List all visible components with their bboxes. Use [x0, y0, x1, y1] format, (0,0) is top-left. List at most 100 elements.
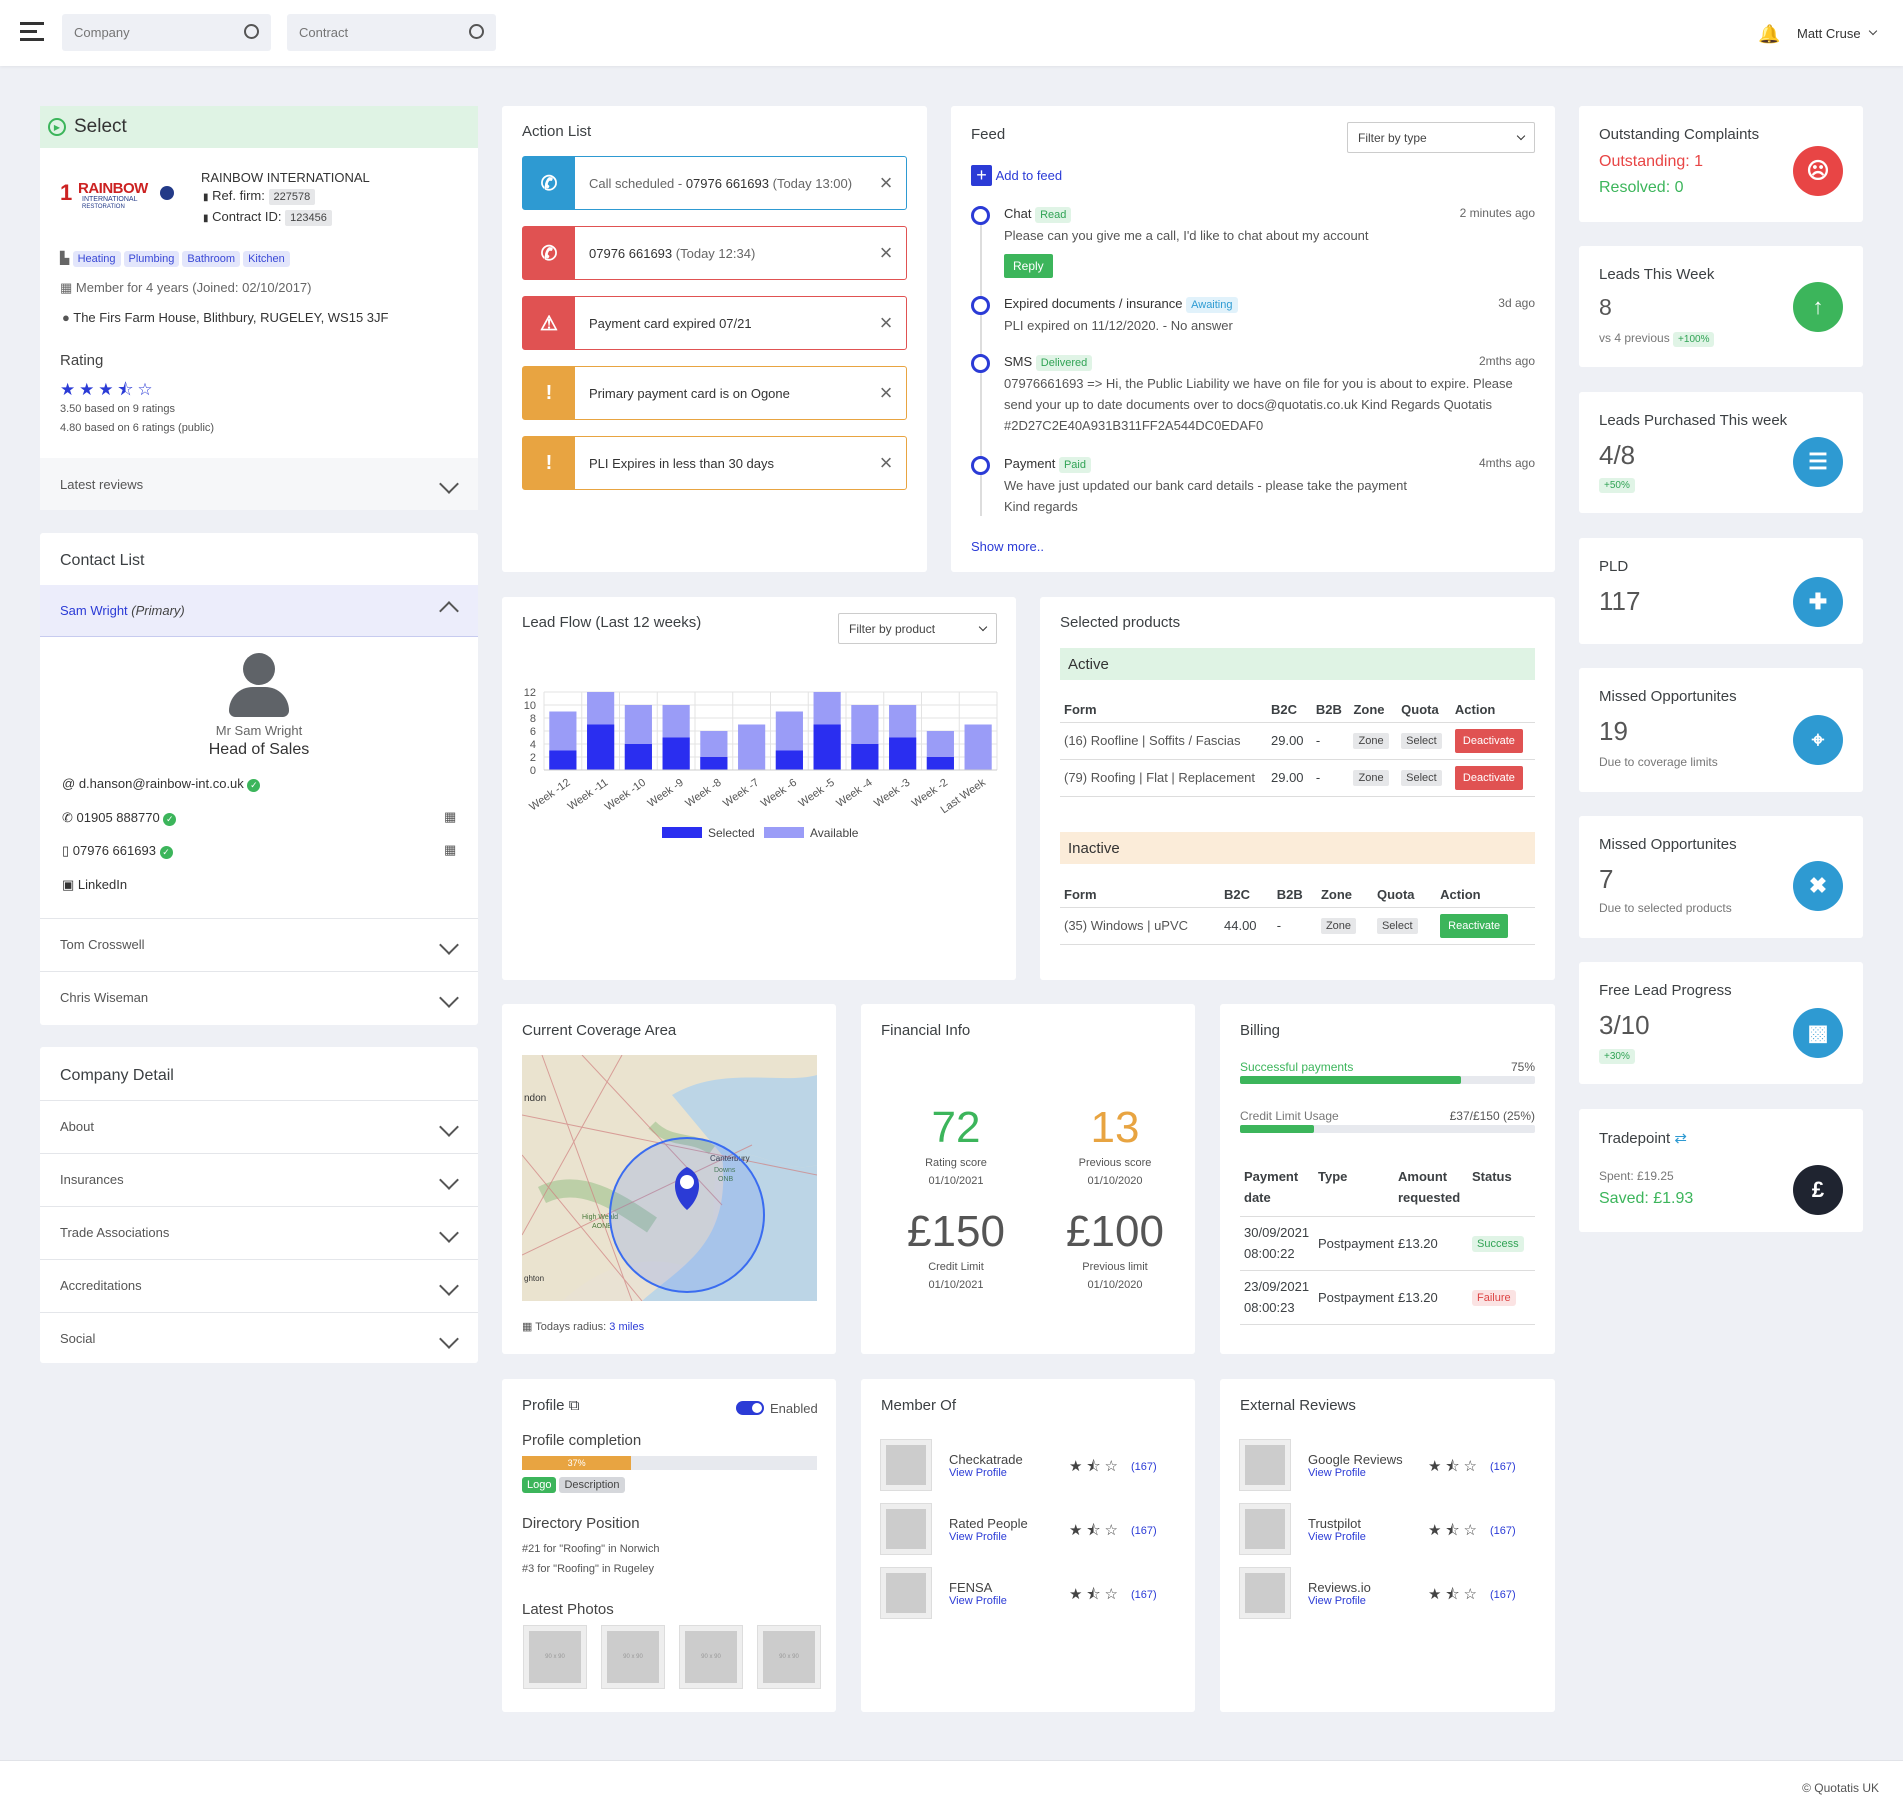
stat-sub-text: vs 4 previous	[1599, 331, 1670, 345]
review-count[interactable]: (167)	[1131, 1589, 1157, 1601]
photo-thumbnail[interactable]: 90 x 90	[757, 1625, 821, 1689]
bar-available	[738, 724, 766, 770]
radius-label: Todays radius:	[535, 1321, 607, 1333]
chevron-down-icon[interactable]	[439, 1328, 459, 1349]
detail-toggle[interactable]: Social	[40, 1312, 478, 1364]
chevron-down-icon[interactable]	[439, 934, 459, 955]
feed-filter-select[interactable]: Filter by type	[1347, 122, 1535, 153]
linkedin-link[interactable]: LinkedIn	[77, 877, 128, 892]
x-tick-label: Week -11	[566, 777, 611, 813]
x-tick-label: Week -7	[721, 777, 761, 810]
trade-tag: Heating	[72, 251, 121, 267]
action-item[interactable]: ⚠ Payment card expired 07/21 ×	[522, 296, 907, 350]
chevron-down-icon[interactable]	[439, 1116, 459, 1137]
latest-reviews-toggle[interactable]: Latest reviews	[40, 458, 478, 510]
external-link-icon[interactable]: ⧉	[568, 1397, 580, 1414]
product-filter-select[interactable]: Filter by product	[838, 613, 997, 644]
phone2-text[interactable]: 07976 661693	[72, 843, 156, 858]
chevron-down-icon[interactable]	[439, 987, 459, 1008]
action-item[interactable]: ✆ 07976 661693 (Today 12:34) ×	[522, 226, 907, 280]
search-icon[interactable]	[244, 24, 259, 39]
chevron-down-icon[interactable]	[439, 1169, 459, 1190]
contact-toggle[interactable]: Tom Crosswell	[40, 918, 478, 970]
bar-selected	[549, 750, 577, 770]
email-text[interactable]: d.hanson@rainbow-int.co.uk	[78, 776, 244, 791]
chevron-down-icon[interactable]	[439, 1275, 459, 1296]
review-count[interactable]: (167)	[1131, 1461, 1157, 1473]
enabled-toggle[interactable]	[736, 1401, 764, 1415]
zone-button[interactable]: Zone	[1353, 770, 1389, 786]
cell: 30/09/2021 08:00:22	[1244, 1225, 1310, 1261]
quota-select-button[interactable]: Select	[1401, 733, 1442, 749]
review-count[interactable]: (167)	[1490, 1461, 1516, 1473]
phone-icon: ✆	[523, 157, 575, 209]
detail-toggle[interactable]: Insurances	[40, 1153, 478, 1205]
close-icon[interactable]: ×	[879, 240, 893, 265]
search-icon[interactable]	[469, 24, 484, 39]
add-to-feed[interactable]: + Add to feed	[971, 165, 1062, 186]
detail-toggle[interactable]: Trade Associations	[40, 1206, 478, 1258]
radius-value[interactable]: 3 miles	[609, 1321, 645, 1333]
view-profile-link[interactable]: View Profile	[949, 1531, 1007, 1543]
photo-thumbnail[interactable]: 90 x 90	[601, 1625, 665, 1689]
contact-phone1: ✆ 01905 888770 ✓	[62, 810, 177, 826]
coverage-map[interactable]: ndon Canterbury Downs ONB High Weald AON…	[522, 1055, 817, 1301]
missed-call-icon: ✆	[523, 227, 575, 279]
close-icon[interactable]: ×	[879, 310, 893, 335]
view-profile-link[interactable]: View Profile	[1308, 1595, 1366, 1607]
view-profile-link[interactable]: View Profile	[949, 1595, 1007, 1607]
phone1-text[interactable]: 01905 888770	[76, 810, 160, 825]
calendar-icon[interactable]: ▦	[444, 842, 457, 857]
zone-button[interactable]: Zone	[1353, 733, 1389, 749]
star-empty-icon: ☆	[1463, 1586, 1477, 1603]
reactivate-button[interactable]: Reactivate	[1440, 913, 1509, 938]
star-full-icon: ★	[1069, 1586, 1083, 1603]
previous-score: 13 Previous score 01/10/2020	[1060, 1103, 1170, 1187]
stat-tag: +50%	[1599, 478, 1635, 493]
show-more-link[interactable]: Show more..	[971, 539, 1044, 554]
reply-button[interactable]: Reply	[1004, 254, 1053, 278]
address-text: The Firs Farm House, Blithbury, RUGELEY,…	[73, 310, 389, 325]
photo-thumbnail[interactable]: 90 x 90	[523, 1625, 587, 1689]
missing-logo-tag: Logo	[522, 1477, 557, 1493]
action-item[interactable]: ! PLI Expires in less than 30 days ×	[522, 436, 907, 490]
zone-button[interactable]: Zone	[1320, 918, 1357, 934]
user-menu[interactable]: Matt Cruse	[1797, 26, 1861, 41]
contact-primary-toggle[interactable]: Sam Wright (Primary)	[40, 585, 478, 637]
bar-selected	[926, 757, 954, 770]
chevron-down-icon[interactable]	[1868, 26, 1878, 36]
action-item[interactable]: ! Primary payment card is on Ogone ×	[522, 366, 907, 420]
close-icon[interactable]: ×	[879, 170, 893, 195]
bar-selected	[851, 744, 879, 770]
stat-outstanding: Outstanding: 1	[1599, 153, 1704, 170]
chevron-down-icon[interactable]	[439, 1222, 459, 1243]
chevron-down-icon[interactable]	[439, 474, 459, 494]
company-search-input[interactable]	[62, 14, 222, 51]
quota-select-button[interactable]: Select	[1376, 918, 1418, 934]
deactivate-button[interactable]: Deactivate	[1454, 765, 1523, 790]
review-count[interactable]: (167)	[1490, 1589, 1516, 1601]
detail-toggle[interactable]: Accreditations	[40, 1259, 478, 1311]
contract-search-input[interactable]	[287, 14, 447, 51]
bell-icon[interactable]: 🔔	[1758, 24, 1781, 44]
member-stars: ★ ⯪ ☆	[1069, 1584, 1118, 1609]
deactivate-button[interactable]: Deactivate	[1454, 728, 1523, 753]
contact-toggle[interactable]: Chris Wiseman	[40, 971, 478, 1023]
company-search[interactable]	[62, 14, 271, 51]
chevron-up-icon[interactable]	[439, 600, 459, 621]
calendar-icon[interactable]: ▦	[444, 809, 457, 824]
view-profile-link[interactable]: View Profile	[1308, 1467, 1366, 1479]
quota-select-button[interactable]: Select	[1401, 770, 1442, 786]
photo-thumbnail[interactable]: 90 x 90	[679, 1625, 743, 1689]
action-item[interactable]: ✆ Call scheduled - 07976 661693 (Today 1…	[522, 156, 907, 210]
close-icon[interactable]: ×	[879, 380, 893, 405]
contract-search[interactable]	[287, 14, 496, 51]
hamburger-icon[interactable]	[20, 22, 44, 41]
view-profile-link[interactable]: View Profile	[949, 1467, 1007, 1479]
review-count[interactable]: (167)	[1131, 1525, 1157, 1537]
close-icon[interactable]: ×	[879, 450, 893, 475]
view-profile-link[interactable]: View Profile	[1308, 1531, 1366, 1543]
review-count[interactable]: (167)	[1490, 1525, 1516, 1537]
previous-limit-value: £100	[1066, 1207, 1164, 1256]
detail-toggle[interactable]: About	[40, 1100, 478, 1152]
